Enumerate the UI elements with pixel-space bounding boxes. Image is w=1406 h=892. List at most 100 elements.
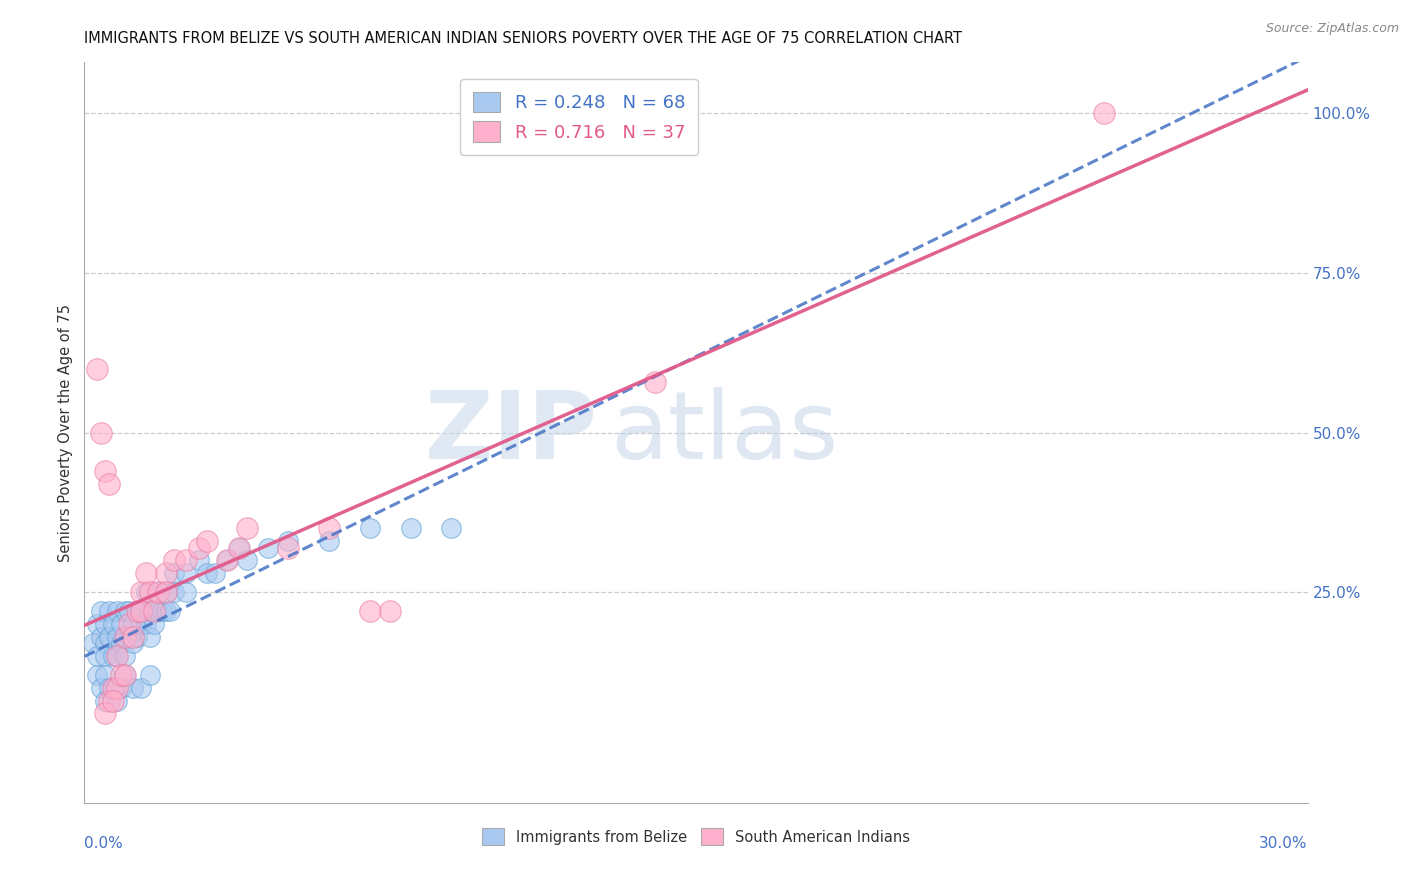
Point bbox=[1092, 106, 1115, 120]
Point bbox=[135, 585, 157, 599]
Point bbox=[135, 566, 157, 580]
Point bbox=[174, 566, 197, 580]
Text: ZIP: ZIP bbox=[425, 386, 598, 479]
Point bbox=[93, 668, 115, 682]
Point bbox=[257, 541, 280, 555]
Point bbox=[122, 681, 145, 695]
Point bbox=[93, 636, 115, 650]
Point bbox=[118, 630, 141, 644]
Point bbox=[277, 541, 299, 555]
Point bbox=[110, 668, 132, 682]
Point bbox=[155, 585, 177, 599]
Point bbox=[93, 464, 115, 478]
Point bbox=[114, 604, 136, 618]
Point bbox=[204, 566, 226, 580]
Point bbox=[236, 553, 259, 567]
Point bbox=[86, 617, 108, 632]
Point bbox=[110, 617, 132, 632]
Point bbox=[93, 648, 115, 663]
Point bbox=[127, 630, 149, 644]
Point bbox=[131, 681, 153, 695]
Point bbox=[318, 534, 340, 549]
Point bbox=[236, 521, 259, 535]
Point bbox=[131, 617, 153, 632]
Point bbox=[105, 681, 128, 695]
Point bbox=[195, 534, 218, 549]
Point bbox=[101, 617, 124, 632]
Point bbox=[122, 617, 145, 632]
Point bbox=[644, 375, 666, 389]
Point bbox=[277, 534, 299, 549]
Point bbox=[118, 604, 141, 618]
Text: atlas: atlas bbox=[610, 386, 838, 479]
Point bbox=[440, 521, 463, 535]
Point bbox=[114, 648, 136, 663]
Point bbox=[127, 604, 149, 618]
Point bbox=[135, 617, 157, 632]
Point bbox=[318, 521, 340, 535]
Point bbox=[105, 694, 128, 708]
Text: IMMIGRANTS FROM BELIZE VS SOUTH AMERICAN INDIAN SENIORS POVERTY OVER THE AGE OF : IMMIGRANTS FROM BELIZE VS SOUTH AMERICAN… bbox=[84, 31, 962, 46]
Point bbox=[114, 668, 136, 682]
Point bbox=[90, 630, 112, 644]
Text: 30.0%: 30.0% bbox=[1260, 836, 1308, 851]
Point bbox=[142, 604, 165, 618]
Point bbox=[105, 604, 128, 618]
Point bbox=[110, 681, 132, 695]
Point bbox=[146, 585, 169, 599]
Point bbox=[163, 585, 186, 599]
Point bbox=[174, 553, 197, 567]
Point bbox=[97, 604, 120, 618]
Point bbox=[110, 636, 132, 650]
Point bbox=[127, 604, 149, 618]
Point bbox=[90, 425, 112, 440]
Y-axis label: Seniors Poverty Over the Age of 75: Seniors Poverty Over the Age of 75 bbox=[58, 303, 73, 562]
Point bbox=[359, 521, 381, 535]
Point bbox=[114, 630, 136, 644]
Point bbox=[217, 553, 239, 567]
Point bbox=[228, 541, 250, 555]
Point bbox=[114, 630, 136, 644]
Point bbox=[97, 681, 120, 695]
Point bbox=[101, 681, 124, 695]
Point bbox=[228, 541, 250, 555]
Point bbox=[138, 630, 160, 644]
Point bbox=[399, 521, 422, 535]
Point bbox=[138, 604, 160, 618]
Point bbox=[150, 604, 173, 618]
Point bbox=[146, 585, 169, 599]
Point bbox=[97, 476, 120, 491]
Point bbox=[82, 636, 104, 650]
Point bbox=[131, 604, 153, 618]
Point bbox=[122, 636, 145, 650]
Point bbox=[155, 604, 177, 618]
Point bbox=[155, 585, 177, 599]
Point bbox=[187, 541, 209, 555]
Point bbox=[93, 694, 115, 708]
Point bbox=[138, 668, 160, 682]
Point bbox=[101, 694, 124, 708]
Point bbox=[86, 668, 108, 682]
Point bbox=[118, 617, 141, 632]
Point bbox=[380, 604, 402, 618]
Point bbox=[114, 668, 136, 682]
Point bbox=[163, 553, 186, 567]
Point bbox=[105, 630, 128, 644]
Point bbox=[131, 585, 153, 599]
Point bbox=[217, 553, 239, 567]
Text: 0.0%: 0.0% bbox=[84, 836, 124, 851]
Point bbox=[101, 681, 124, 695]
Point bbox=[86, 361, 108, 376]
Point bbox=[93, 706, 115, 721]
Point bbox=[131, 604, 153, 618]
Point bbox=[101, 648, 124, 663]
Point bbox=[90, 604, 112, 618]
Point bbox=[359, 604, 381, 618]
Point bbox=[155, 566, 177, 580]
Point bbox=[159, 604, 181, 618]
Point bbox=[122, 630, 145, 644]
Point bbox=[97, 630, 120, 644]
Point bbox=[138, 585, 160, 599]
Legend: Immigrants from Belize, South American Indians: Immigrants from Belize, South American I… bbox=[477, 822, 915, 851]
Point bbox=[142, 604, 165, 618]
